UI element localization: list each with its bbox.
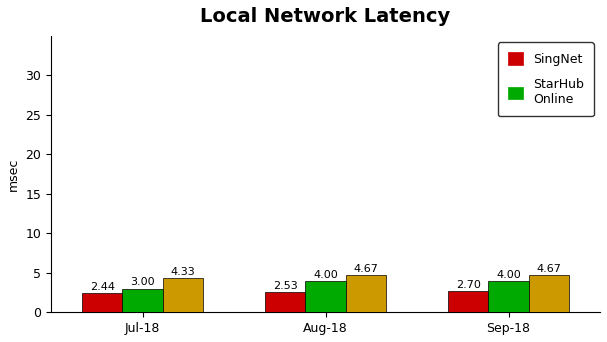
Text: 2.70: 2.70 — [456, 280, 481, 290]
Text: 2.53: 2.53 — [273, 281, 297, 291]
Bar — [82, 293, 123, 312]
Y-axis label: msec: msec — [7, 157, 20, 191]
Text: 4.00: 4.00 — [496, 269, 521, 279]
Bar — [265, 292, 305, 312]
Bar — [305, 281, 346, 312]
Bar — [529, 275, 569, 312]
Bar — [123, 289, 163, 312]
Text: 4.00: 4.00 — [313, 269, 338, 279]
Bar — [448, 291, 489, 312]
Text: 4.67: 4.67 — [353, 264, 378, 274]
Bar — [163, 278, 203, 312]
Legend: SingNet, StarHub
Online: SingNet, StarHub Online — [498, 42, 594, 116]
Text: 3.00: 3.00 — [131, 277, 155, 287]
Text: 4.67: 4.67 — [537, 264, 561, 274]
Title: Local Network Latency: Local Network Latency — [200, 7, 451, 26]
Bar — [489, 281, 529, 312]
Text: 4.33: 4.33 — [171, 267, 195, 277]
Bar — [346, 275, 386, 312]
Text: 2.44: 2.44 — [90, 282, 115, 292]
